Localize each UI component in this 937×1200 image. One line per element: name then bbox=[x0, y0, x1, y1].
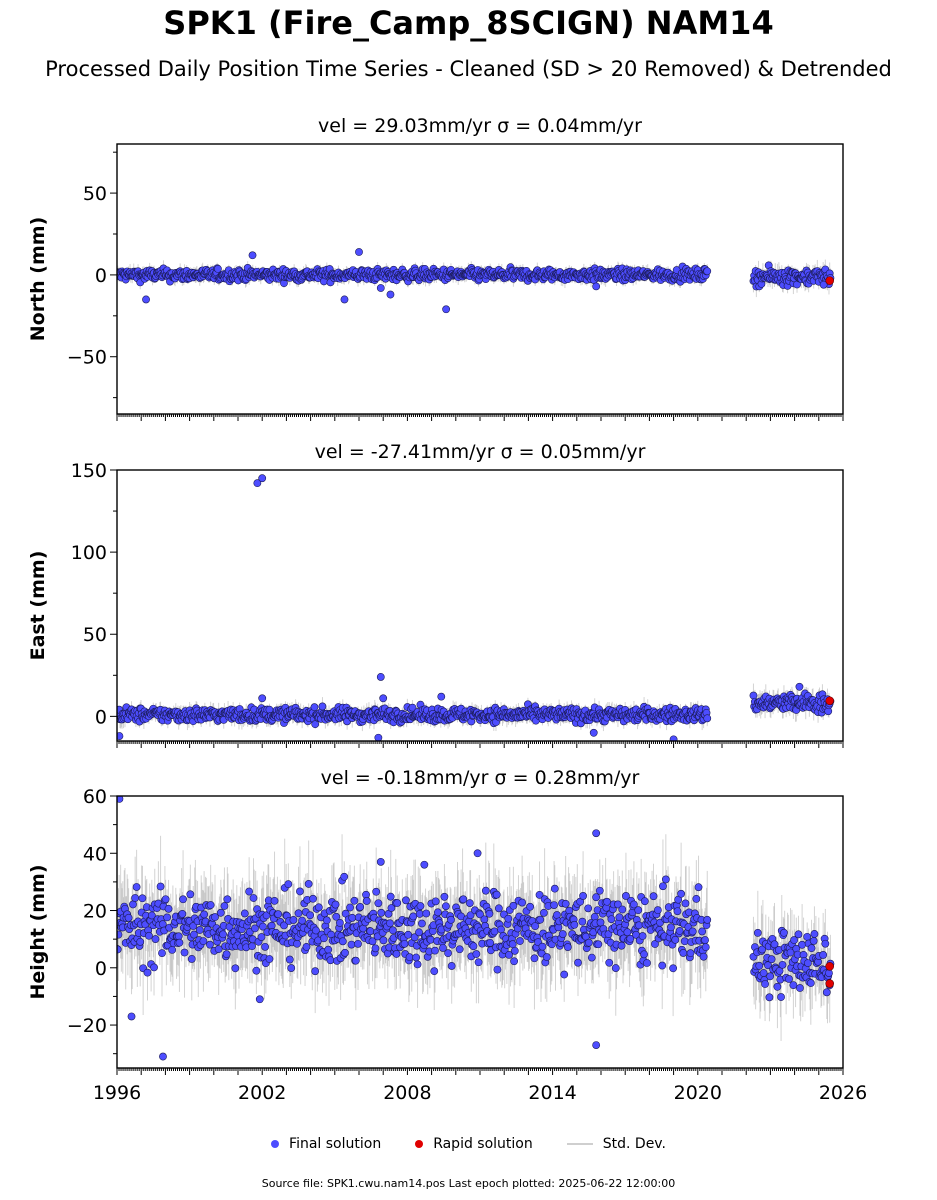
outlier-point bbox=[592, 282, 601, 291]
outlier-point bbox=[437, 692, 446, 701]
outlier-point bbox=[253, 479, 262, 488]
outlier-point bbox=[374, 733, 383, 741]
data-point bbox=[408, 703, 417, 712]
plot-area bbox=[117, 796, 835, 1061]
plot-frame bbox=[116, 469, 844, 742]
data-point bbox=[703, 714, 712, 723]
data-point bbox=[214, 264, 222, 273]
outlier-point bbox=[340, 295, 349, 304]
outlier-point bbox=[442, 305, 451, 314]
x-ticks bbox=[116, 741, 844, 748]
outlier-point bbox=[379, 694, 388, 703]
y-tick-label: 0 bbox=[95, 265, 107, 287]
outlier-point bbox=[258, 694, 267, 703]
y-axis-label: East (mm) bbox=[27, 551, 49, 661]
y-tick-label: 150 bbox=[71, 460, 107, 482]
data-point bbox=[703, 267, 712, 276]
panel-title: vel = 29.03mm/yr σ = 0.04mm/yr bbox=[318, 115, 642, 137]
outlier-point bbox=[355, 248, 363, 256]
outlier-point bbox=[258, 474, 267, 483]
x-ticks bbox=[116, 414, 844, 421]
outlier-point bbox=[386, 290, 395, 299]
y-tick-label: 100 bbox=[71, 542, 107, 564]
final-solution-points bbox=[117, 248, 835, 314]
y-tick-label: −50 bbox=[67, 347, 107, 369]
chart-panel-2: 0 50 100 150 vel = -27.41mm/yr σ = 0.05mm/yr… bbox=[27, 441, 844, 748]
plot-area bbox=[117, 248, 835, 314]
outlier-point bbox=[117, 732, 124, 740]
y-tick-label: 50 bbox=[83, 624, 107, 646]
outlier-point bbox=[669, 735, 678, 741]
rapid-solution-point bbox=[825, 696, 834, 706]
outlier-point bbox=[819, 280, 828, 289]
final-solution-points bbox=[117, 474, 835, 741]
outlier-point bbox=[376, 673, 385, 681]
data-point bbox=[310, 703, 319, 712]
page-subtitle: Processed Daily Position Time Series - C… bbox=[45, 57, 892, 81]
y-tick-label: 50 bbox=[83, 183, 107, 205]
rapid-solution-point bbox=[825, 276, 834, 285]
outlier-point bbox=[589, 728, 598, 737]
chart-panel-1: −50 0 50 vel = 29.03mm/yr σ = 0.04mm/yr Nort… bbox=[27, 115, 844, 421]
page-title: SPK1 (Fire_Camp_8SCIGN) NAM14 bbox=[163, 4, 774, 42]
outlier-point bbox=[142, 295, 150, 304]
data-point bbox=[318, 702, 327, 711]
y-tick-label: 0 bbox=[95, 706, 107, 728]
outlier-point bbox=[795, 682, 804, 691]
panel-title: vel = -27.41mm/yr σ = 0.05mm/yr bbox=[315, 441, 646, 463]
y-axis-label: North (mm) bbox=[27, 217, 49, 342]
outlier-point bbox=[248, 251, 257, 260]
plot-area bbox=[117, 474, 835, 741]
outlier-point bbox=[376, 284, 385, 292]
